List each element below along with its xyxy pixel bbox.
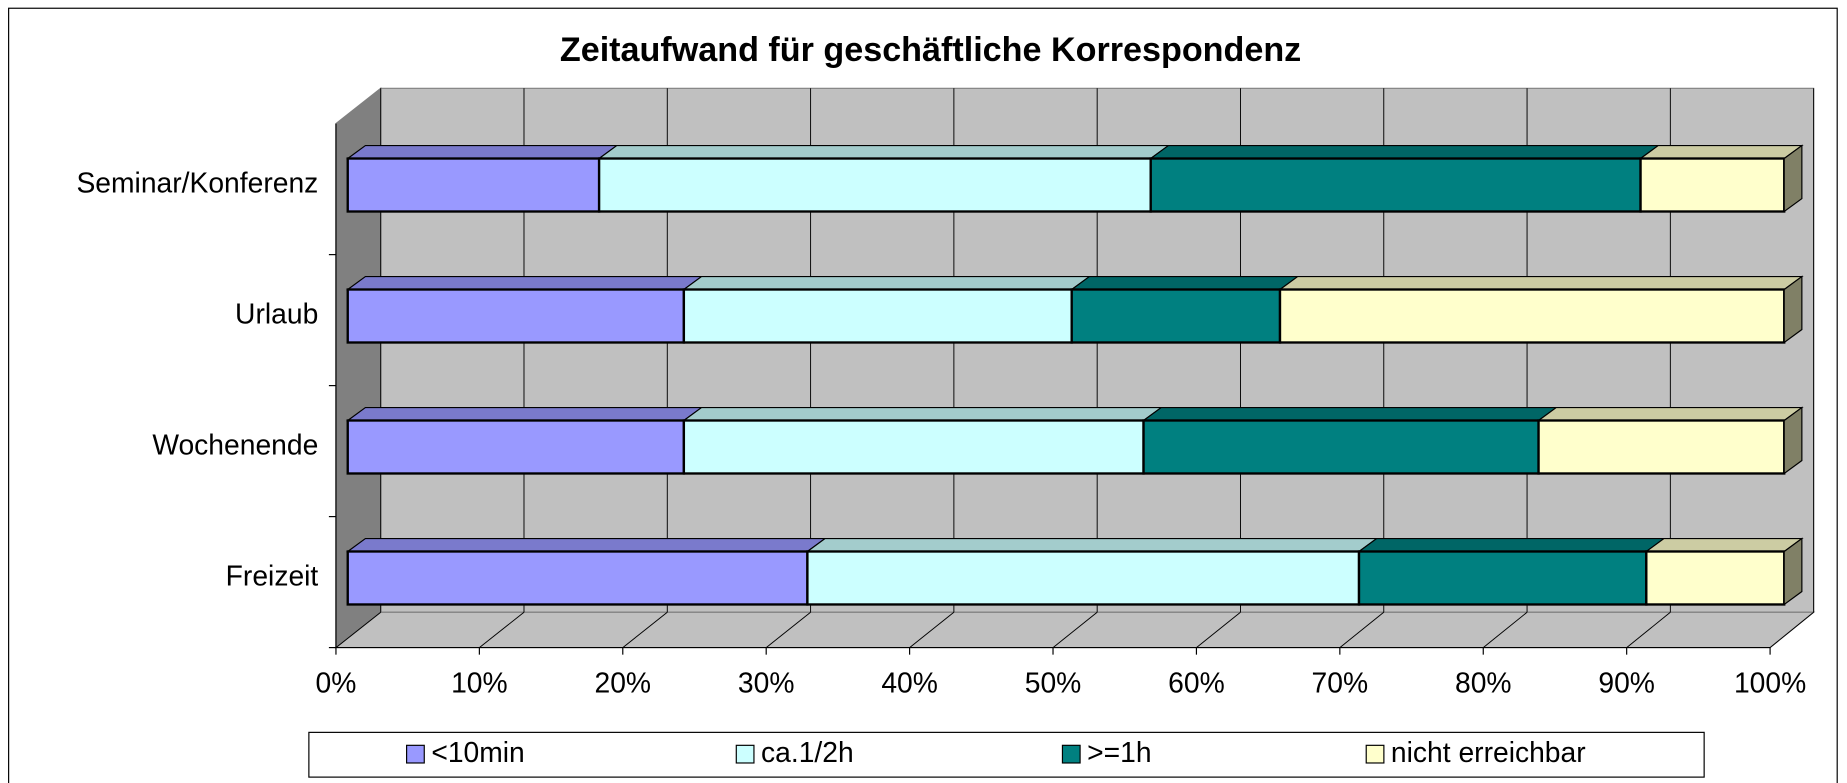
bar-face [1278, 275, 1804, 291]
legend-label: <10min [431, 736, 524, 768]
bar-face [1783, 144, 1803, 213]
bar-face [1148, 144, 1661, 160]
grid-line [1196, 611, 1241, 648]
grid-line [1339, 611, 1385, 648]
bar-face [806, 550, 1361, 606]
bar-face [1357, 537, 1666, 553]
x-tick-label: 70% [1312, 667, 1369, 699]
x-tick-label: 90% [1598, 667, 1655, 699]
bar-face [1357, 550, 1648, 606]
bar-segment [345, 537, 827, 606]
grid-line [1052, 611, 1098, 648]
bar-face [1645, 550, 1786, 606]
bar-face [1638, 144, 1804, 160]
legend-label: ca.1/2h [761, 736, 854, 768]
chart-title: Zeitaufwand für geschäftliche Korrespond… [560, 31, 1301, 69]
grid-line [1482, 611, 1528, 648]
bar-face [345, 144, 619, 160]
bar-face [1783, 275, 1803, 344]
bar-face [345, 275, 704, 291]
bar-face [345, 537, 827, 553]
y-tick-label: Wochenende [152, 428, 318, 460]
bar-face [1537, 419, 1786, 475]
bar-segment [345, 406, 704, 475]
bar-segment [1536, 406, 1804, 475]
bar-face [345, 406, 704, 422]
grid-line [765, 611, 811, 648]
legend-box [308, 731, 1705, 778]
y-tick-label: Freizeit [226, 559, 319, 591]
bar-segment [1069, 275, 1300, 344]
bar-segment [597, 144, 1171, 213]
bar-face [1070, 288, 1282, 344]
bar-face [1142, 419, 1540, 475]
bar-face [1149, 157, 1642, 213]
bar-face [346, 288, 686, 344]
grid-line [909, 611, 955, 648]
bar-face [346, 419, 686, 475]
bar-face [1639, 157, 1786, 213]
bar-face [1644, 537, 1804, 553]
bar-face [1069, 275, 1300, 291]
bar-segment [1357, 537, 1666, 606]
bar-segment [682, 406, 1164, 475]
grid-line [335, 611, 381, 648]
x-tick-label: 0% [316, 667, 357, 699]
x-tick-label: 80% [1455, 667, 1512, 699]
bar-face [682, 288, 1073, 344]
bar-segment [805, 537, 1379, 606]
grid-line [622, 611, 668, 648]
grid-line [479, 611, 525, 648]
bar-segment [1644, 537, 1804, 606]
x-tick-label: 20% [595, 667, 652, 699]
grid-line [1626, 611, 1671, 648]
x-tick-label: 50% [1025, 667, 1082, 699]
y-tick-label: Urlaub [235, 297, 318, 329]
bar-face [1783, 406, 1803, 475]
legend-swatch [1365, 744, 1385, 764]
bar-face [805, 537, 1379, 553]
x-tick-label: 10% [451, 667, 508, 699]
bar-face [682, 275, 1092, 291]
bar-face [346, 550, 809, 606]
y-tick-label: Seminar/Konferenz [76, 166, 318, 198]
bar-segment [682, 275, 1092, 344]
legend-swatch [406, 744, 425, 764]
legend-label: nicht erreichbar [1391, 736, 1586, 768]
bar-face [597, 157, 1152, 213]
bar-segment [1148, 144, 1661, 213]
bar-face [1783, 537, 1803, 606]
bar-face [597, 144, 1171, 160]
bar-face [1278, 288, 1786, 344]
bar-segment [1141, 406, 1559, 475]
legend-swatch [735, 744, 755, 764]
bar-face [346, 157, 601, 213]
bar-face [682, 406, 1164, 422]
x-tick-label: 30% [738, 667, 795, 699]
bar-face [682, 419, 1145, 475]
x-tick-label: 40% [881, 667, 938, 699]
legend-swatch [1061, 744, 1081, 764]
bar-segment [345, 275, 704, 344]
x-tick-label: 60% [1168, 667, 1225, 699]
bar-segment [1278, 275, 1804, 344]
bar-face [1536, 406, 1804, 422]
grid-line [1769, 611, 1814, 648]
bar-segment [1638, 144, 1804, 213]
bar-segment [345, 144, 619, 213]
bar-face [1141, 406, 1559, 422]
legend-label: >=1h [1087, 736, 1151, 768]
x-tick-label: 100% [1734, 667, 1806, 699]
